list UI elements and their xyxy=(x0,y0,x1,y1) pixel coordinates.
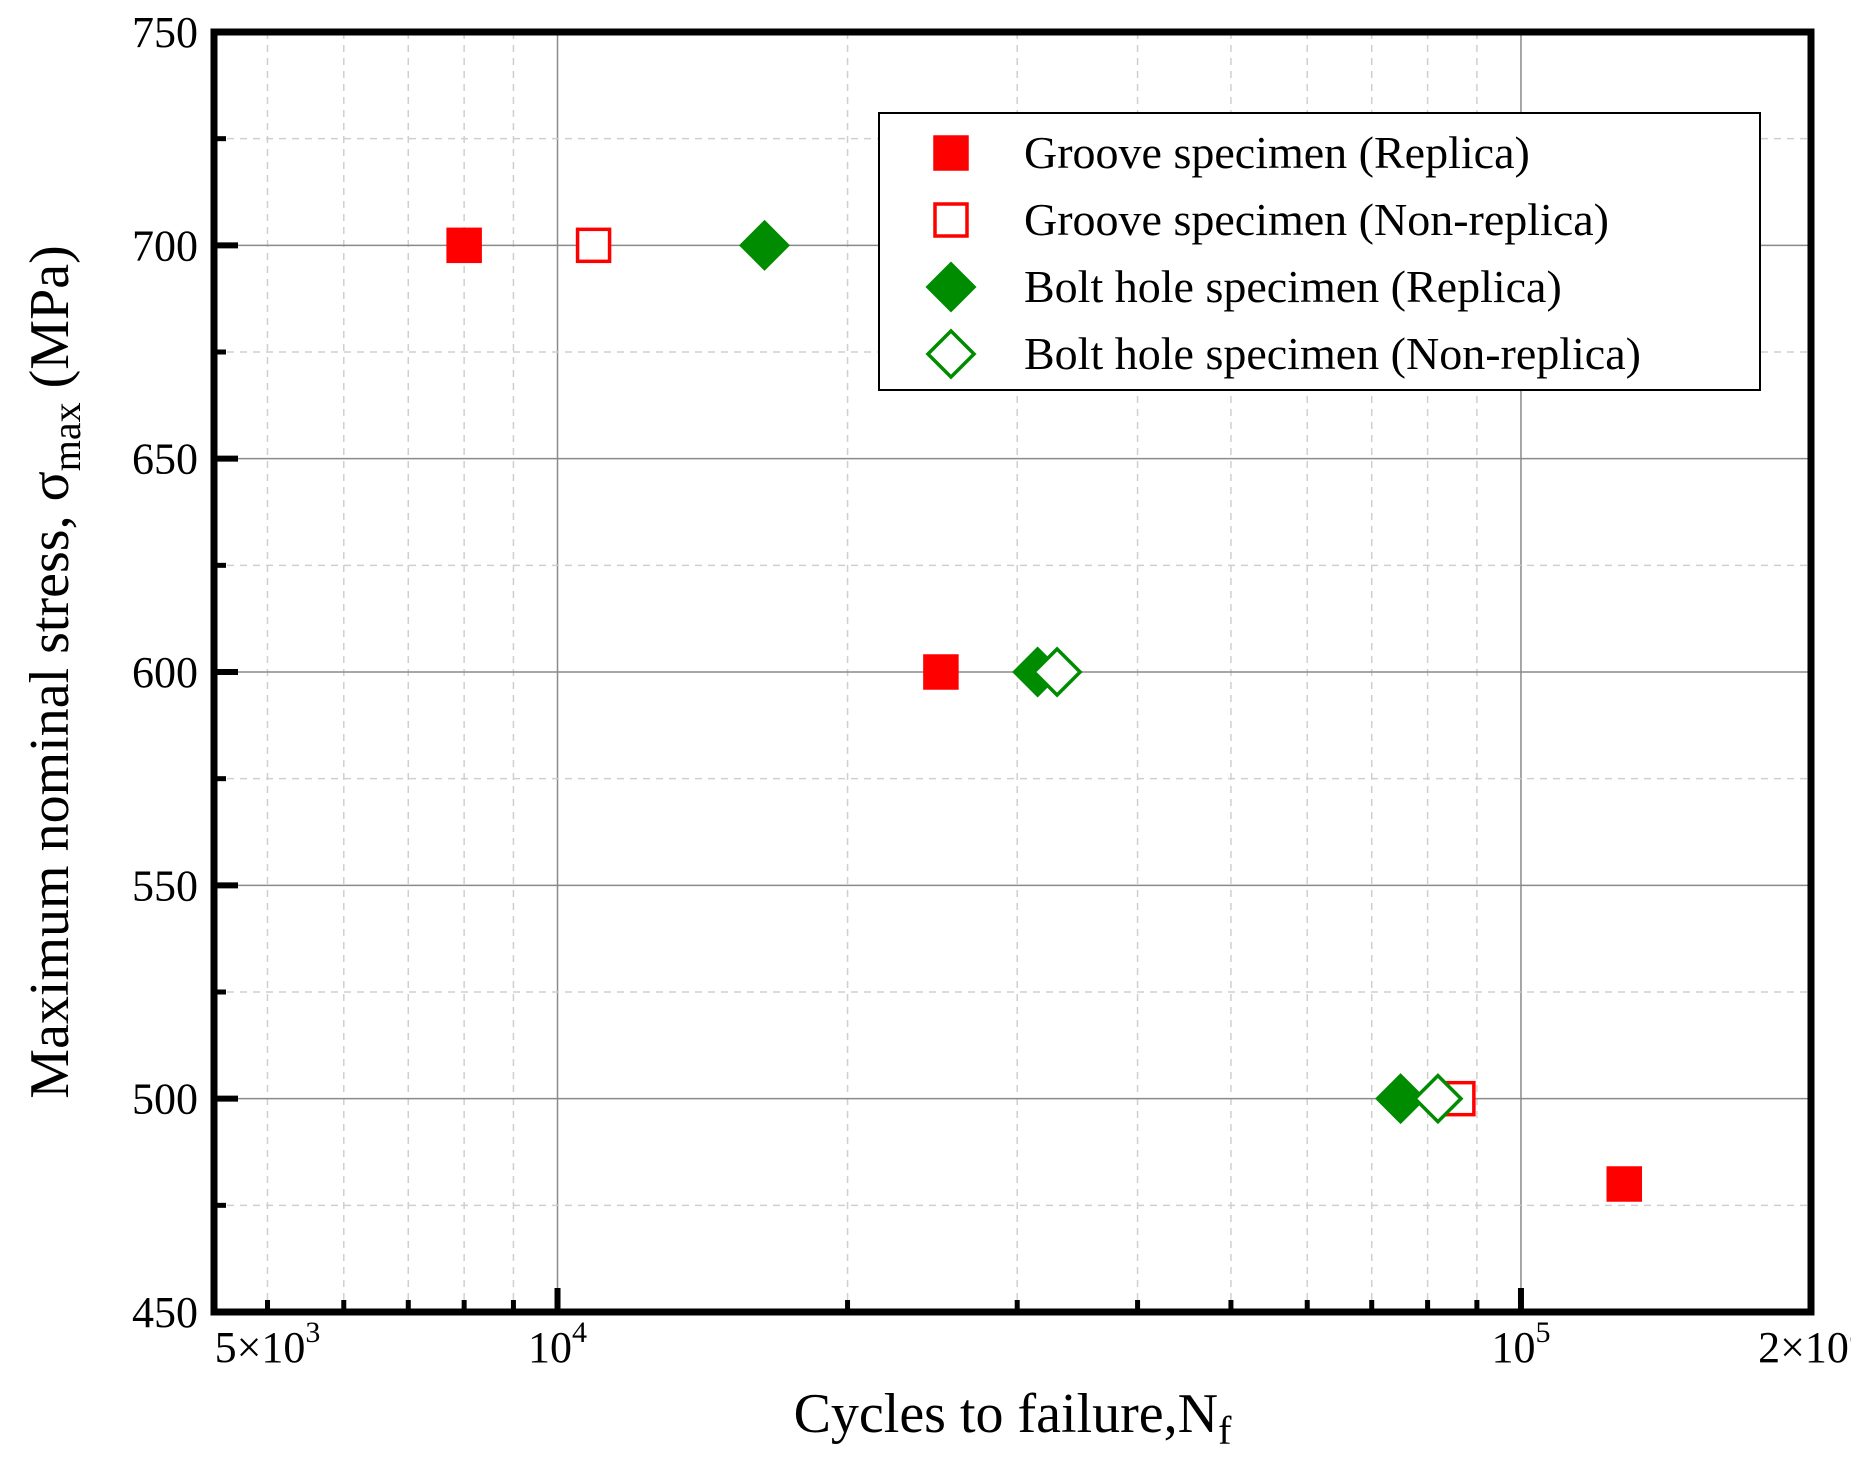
legend-box xyxy=(878,112,1761,391)
y-tick-label: 450 xyxy=(132,1288,198,1337)
axis-ticks xyxy=(214,29,1524,1315)
bolt-hole-nonreplica-point xyxy=(1412,1073,1464,1125)
y-tick-label: 600 xyxy=(132,648,198,697)
groove-replica-point xyxy=(446,227,482,264)
bolt-hole-replica-point xyxy=(1375,1073,1427,1125)
y-axis-title: Maximum nominal stress, σmax (MPa) xyxy=(19,245,89,1098)
y-tick-label: 700 xyxy=(132,221,198,270)
groove-nonreplica-point xyxy=(575,227,612,264)
groove-replica-point xyxy=(1606,1166,1643,1202)
legend-marker xyxy=(933,202,969,238)
tick-labels: 450 500 550 600 650 700 750 5×103 104 105 2×105 xyxy=(132,8,1851,1372)
legend-marker xyxy=(925,261,977,313)
legend-label: Groove specimen (Replica) xyxy=(1024,127,1530,178)
legend-label: Bolt hole specimen (Replica) xyxy=(1024,261,1562,312)
legend: Groove specimen (Replica) Groove specimen… xyxy=(878,112,1761,391)
groove-replica-point xyxy=(923,654,959,690)
x-tick-label: 2×105 xyxy=(1758,1316,1851,1372)
data-points xyxy=(446,219,1643,1202)
legend-label: Bolt hole specimen (Non-replica) xyxy=(1024,328,1641,379)
x-tick-label: 105 xyxy=(1491,1316,1550,1372)
y-tick-label: 550 xyxy=(132,861,198,910)
plot-frame xyxy=(210,28,1815,1316)
y-tick-label: 750 xyxy=(132,8,198,57)
x-tick-label: 104 xyxy=(528,1316,587,1372)
legend-label: Groove specimen (Non-replica) xyxy=(1024,194,1609,245)
bolt-hole-replica-point xyxy=(738,219,791,271)
x-axis-title: Cycles to failure,Nf xyxy=(794,1383,1233,1453)
legend-marker xyxy=(933,135,969,171)
bolt-hole-nonreplica-point xyxy=(1031,646,1083,698)
x-tick-label: 5×103 xyxy=(215,1316,321,1372)
y-tick-label: 500 xyxy=(132,1075,198,1124)
legend-marker xyxy=(925,328,977,380)
y-tick-label: 650 xyxy=(132,435,198,484)
